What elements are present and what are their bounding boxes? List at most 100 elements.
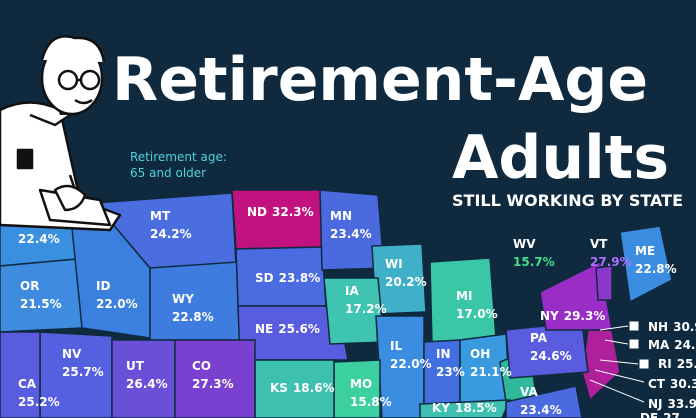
state-value: 23.4% (520, 403, 562, 417)
state-region (0, 331, 41, 418)
state-label: CT 30.3 (648, 377, 696, 391)
state-value: 25.6% (278, 322, 320, 336)
state-value: 27. (663, 411, 684, 418)
state-label: DE 27. (640, 411, 684, 418)
state-value: 33.9 (668, 397, 696, 411)
state-label: MA 24.0 (648, 338, 696, 352)
state-label: CO 27.3% (192, 359, 234, 391)
state-value: 22.4% (18, 232, 60, 246)
state-label: MT 24.2% (150, 209, 192, 241)
state-value: 20.2% (385, 275, 427, 289)
state-code: PA (530, 331, 548, 345)
state-code: CO (192, 359, 211, 373)
map (0, 189, 673, 418)
state-value: 17.0% (456, 307, 498, 321)
state-value: 30.9 (673, 320, 696, 334)
state-label: OR 21.5% (20, 279, 62, 311)
state-label: MI 17.0% (456, 289, 498, 321)
title-line-2: Adults (452, 123, 669, 193)
state-value: 22.8% (635, 262, 677, 276)
note-line: Retirement age: (130, 150, 227, 164)
illustration (0, 35, 122, 232)
state-value: 21.1% (470, 365, 512, 379)
state-code: MT (150, 209, 171, 223)
state-value: 23% (436, 365, 465, 379)
state-label: OH 21.1% (470, 347, 512, 379)
state-value: 21.5% (20, 297, 62, 311)
state-value: 26.4% (126, 377, 168, 391)
state-label: UT 26.4% (126, 359, 168, 391)
state-code: ME (635, 244, 655, 258)
state-value: 24.6% (530, 349, 572, 363)
state-label: IA 17.2% (345, 284, 387, 316)
state-label: ND 32.3% (247, 205, 314, 219)
state-label: CA 25.2% (18, 377, 60, 409)
state-code: VT (590, 237, 608, 251)
state-region (149, 261, 241, 341)
state-region (619, 225, 673, 304)
state-code: MN (330, 209, 352, 223)
state-value: 15.7% (513, 255, 555, 269)
state-code: UT (126, 359, 145, 373)
state-code: NV (62, 347, 82, 361)
state-label: IL 22.0% (390, 339, 432, 371)
state-code: DE (640, 411, 658, 418)
state-code: MO (350, 377, 372, 391)
state-value: 32.3% (272, 205, 314, 219)
state-value: 17.2% (345, 302, 387, 316)
state-value: 27.3% (192, 377, 234, 391)
state-value: 15.8% (350, 395, 392, 409)
subtitle: STILL WORKING BY STATE (452, 191, 683, 210)
state-code: NH (648, 320, 668, 334)
state-label: VA 23.4% (520, 385, 562, 417)
state-region (111, 339, 176, 418)
state-value: 22.8% (172, 310, 214, 324)
state-region (595, 265, 613, 301)
state-label: KY 18.5% (432, 401, 497, 415)
state-label: IN 23% (436, 347, 465, 379)
state-code: MA (648, 338, 670, 352)
state-code: IA (345, 284, 359, 298)
state-label: RI 25.6 (658, 357, 696, 371)
state-value: 29.3% (564, 309, 606, 323)
state-code: NE (255, 322, 273, 336)
state-label: NE 25.6% (255, 322, 320, 336)
state-code: MI (456, 289, 472, 303)
state-value: 25.2% (18, 395, 60, 409)
state-label: SD 23.8% (255, 271, 320, 285)
state-code: CA (18, 377, 37, 391)
state-code: OR (20, 279, 39, 293)
state-code: CT (648, 377, 666, 391)
state-value: 30.3 (670, 377, 696, 391)
note-line: 65 and older (130, 166, 206, 180)
state-label: WV 15.7% (513, 237, 555, 269)
state-region (419, 399, 512, 418)
state-label: ME 22.8% (635, 244, 677, 276)
state-code: ID (96, 279, 110, 293)
state-label: MO 15.8% (350, 377, 392, 409)
state-code: WI (385, 257, 403, 271)
state-label: WI 20.2% (385, 257, 427, 289)
state-code: ND (247, 205, 267, 219)
state-value: 22.0% (390, 357, 432, 371)
state-code: VA (520, 385, 538, 399)
state-value: 18.6% (293, 381, 335, 395)
state-label: VT 27.9% (590, 237, 632, 269)
state-value: 18.5% (455, 401, 497, 415)
state-label: NV 25.7% (62, 347, 104, 379)
state-code: OH (470, 347, 490, 361)
state-region (174, 339, 256, 418)
state-label: MN 23.4% (330, 209, 372, 241)
state-label: ID 22.0% (96, 279, 138, 311)
state-value: 25.7% (62, 365, 104, 379)
state-value: 25.6 (677, 357, 696, 371)
callout-markers (589, 321, 649, 403)
state-value: 22.0% (96, 297, 138, 311)
state-code: NY (540, 309, 559, 323)
state-value: 27.9% (590, 255, 632, 269)
state-value: 23.8% (279, 271, 321, 285)
state-region (423, 339, 461, 418)
state-region (539, 260, 613, 331)
